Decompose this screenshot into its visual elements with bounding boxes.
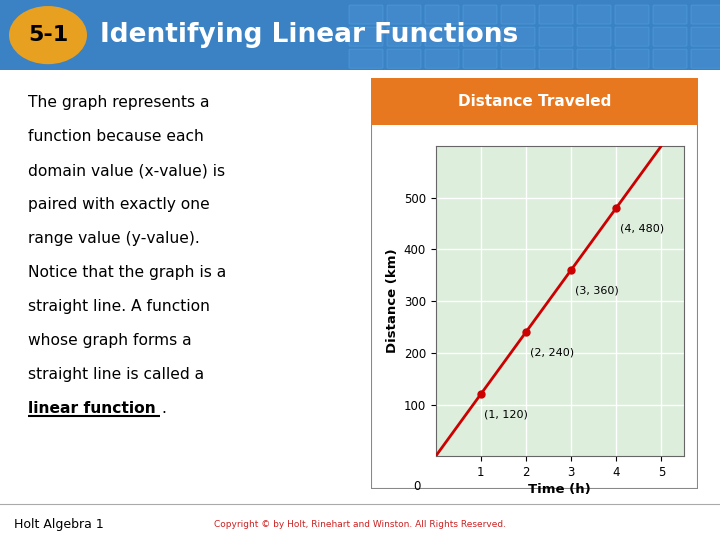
Text: .: . (161, 401, 166, 416)
Text: (1, 120): (1, 120) (485, 410, 528, 420)
Text: The graph represents a: The graph represents a (28, 95, 210, 110)
Text: Holt Algebra 1: Holt Algebra 1 (14, 518, 104, 531)
FancyBboxPatch shape (387, 27, 421, 46)
Text: domain value (x‑value) is: domain value (x‑value) is (28, 163, 225, 178)
FancyBboxPatch shape (577, 5, 611, 24)
Text: Copyright © by Holt, Rinehart and Winston. All Rights Reserved.: Copyright © by Holt, Rinehart and Winsto… (214, 520, 506, 529)
FancyBboxPatch shape (463, 27, 497, 46)
Y-axis label: Distance (km): Distance (km) (387, 249, 400, 353)
FancyBboxPatch shape (615, 5, 649, 24)
FancyBboxPatch shape (425, 27, 459, 46)
Text: Notice that the graph is a: Notice that the graph is a (28, 265, 226, 280)
FancyBboxPatch shape (387, 49, 421, 68)
FancyBboxPatch shape (691, 49, 720, 68)
FancyBboxPatch shape (539, 27, 573, 46)
FancyBboxPatch shape (653, 49, 687, 68)
FancyBboxPatch shape (349, 5, 383, 24)
FancyBboxPatch shape (653, 27, 687, 46)
FancyBboxPatch shape (615, 49, 649, 68)
FancyBboxPatch shape (501, 27, 535, 46)
Text: function because each: function because each (28, 129, 204, 144)
FancyBboxPatch shape (691, 5, 720, 24)
Text: linear function: linear function (28, 401, 156, 416)
Text: 0: 0 (413, 480, 420, 492)
FancyBboxPatch shape (387, 5, 421, 24)
FancyBboxPatch shape (691, 27, 720, 46)
FancyBboxPatch shape (425, 49, 459, 68)
Text: straight line is called a: straight line is called a (28, 367, 204, 382)
FancyBboxPatch shape (371, 78, 698, 125)
FancyBboxPatch shape (615, 27, 649, 46)
Text: (4, 480): (4, 480) (620, 224, 664, 233)
Text: Identifying Linear Functions: Identifying Linear Functions (100, 22, 518, 48)
Text: Distance Traveled: Distance Traveled (458, 94, 611, 110)
FancyBboxPatch shape (425, 5, 459, 24)
FancyBboxPatch shape (539, 49, 573, 68)
FancyBboxPatch shape (463, 49, 497, 68)
Text: range value (y‑value).: range value (y‑value). (28, 231, 200, 246)
Text: paired with exactly one: paired with exactly one (28, 197, 210, 212)
Text: (3, 360): (3, 360) (575, 286, 618, 295)
FancyBboxPatch shape (577, 49, 611, 68)
FancyBboxPatch shape (501, 49, 535, 68)
Ellipse shape (9, 6, 87, 64)
FancyBboxPatch shape (539, 5, 573, 24)
X-axis label: Time (h): Time (h) (528, 483, 591, 496)
FancyBboxPatch shape (349, 49, 383, 68)
FancyBboxPatch shape (349, 27, 383, 46)
FancyBboxPatch shape (501, 5, 535, 24)
Text: straight line. A function: straight line. A function (28, 299, 210, 314)
Text: whose graph forms a: whose graph forms a (28, 333, 192, 348)
FancyBboxPatch shape (463, 5, 497, 24)
FancyBboxPatch shape (653, 5, 687, 24)
Text: (2, 240): (2, 240) (529, 348, 574, 357)
FancyBboxPatch shape (371, 78, 698, 489)
FancyBboxPatch shape (577, 27, 611, 46)
Text: 5-1: 5-1 (28, 25, 68, 45)
